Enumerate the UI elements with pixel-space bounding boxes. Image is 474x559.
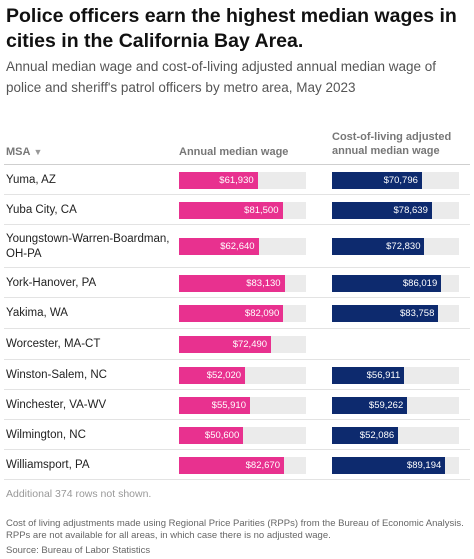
msa-name: Williamsport, PA	[6, 459, 90, 471]
col-bar-track: $56,911	[332, 367, 459, 384]
chart-subtitle: Annual median wage and cost-of-living ad…	[6, 59, 437, 95]
wage-bar-track: $82,670	[179, 457, 306, 474]
column-header-msa-label: MSA	[6, 146, 31, 158]
footnote: Cost of living adjustments made using Re…	[6, 518, 464, 541]
col-bar-track: $78,639	[332, 202, 459, 219]
msa-name: Winchester, VA-WV	[6, 399, 107, 411]
col-bar-track: $86,019	[332, 275, 459, 292]
col-value-label: $83,758	[400, 308, 435, 319]
wage-bar: $62,640	[179, 238, 259, 255]
msa-name: Youngstown-Warren-Boardman, OH-PA	[6, 233, 170, 260]
col-bar-track: $83,758	[332, 305, 459, 322]
wage-bar-track: $50,600	[179, 427, 306, 444]
col-bar: $70,796	[332, 172, 422, 189]
wage-bar-track: $62,640	[179, 238, 306, 255]
table-row: York-Hanover, PA $83,130 $86,019	[4, 268, 470, 298]
wage-bar-track: $55,910	[179, 397, 306, 414]
wage-value-label: $50,600	[204, 430, 240, 441]
rows-not-shown-note: Additional 374 rows not shown.	[6, 488, 152, 500]
table-row: Winchester, VA-WV $55,910 $59,262	[4, 390, 470, 420]
wage-bar: $81,500	[179, 202, 283, 219]
col-value-label: $89,194	[406, 460, 442, 471]
wage-bar-track: $83,130	[179, 275, 306, 292]
wage-bar-track: $61,930	[179, 172, 306, 189]
column-header-wage[interactable]: Annual median wage	[179, 146, 289, 158]
wage-bar-track: $52,020	[179, 367, 306, 384]
col-value-label: $78,639	[393, 205, 428, 216]
chart-title: Police officers earn the highest median …	[6, 5, 457, 52]
msa-name: Wilmington, NC	[6, 429, 86, 441]
wage-value-label: $82,670	[245, 460, 280, 471]
col-value-label: $59,262	[368, 400, 404, 411]
wage-value-label: $61,930	[219, 175, 254, 186]
col-value-label: $52,086	[359, 430, 395, 441]
table-row: Winston-Salem, NC $52,020 $56,911	[4, 360, 470, 390]
wage-bar-track: $72,490	[179, 336, 306, 353]
col-value-label: $56,911	[366, 370, 401, 381]
col-bar-track: $59,262	[332, 397, 459, 414]
wage-bar: $50,600	[179, 427, 244, 444]
table-row: Williamsport, PA $82,670 $89,194	[4, 450, 470, 480]
col-bar: $78,639	[332, 202, 432, 219]
msa-name: York-Hanover, PA	[6, 277, 97, 289]
sort-down-icon[interactable]: ▼	[33, 147, 43, 157]
col-bar-track: $52,086	[332, 427, 459, 444]
column-header-col-adjusted[interactable]: Cost-of-living adjusted annual median wa…	[332, 131, 452, 157]
msa-name: Winston-Salem, NC	[6, 369, 107, 381]
col-bar-track: $70,796	[332, 172, 459, 189]
table-row: Wilmington, NC $50,600 $52,086	[4, 420, 470, 450]
col-bar: $72,830	[332, 238, 425, 255]
wage-value-label: $62,640	[220, 241, 255, 252]
table-row: Yuma, AZ $61,930 $70,796	[4, 165, 470, 195]
col-bar: $52,086	[332, 427, 399, 444]
wage-value-label: $83,130	[246, 278, 281, 289]
msa-name: Worcester, MA-CT	[6, 338, 101, 350]
col-value-label: $72,830	[386, 241, 421, 252]
wage-bar: $55,910	[179, 397, 250, 414]
col-bar-track: $89,194	[332, 457, 459, 474]
wage-bar: $61,930	[179, 172, 258, 189]
table-row: Yuba City, CA $81,500 $78,639	[4, 195, 470, 225]
col-value-label: $70,796	[383, 175, 418, 186]
col-bar: $59,262	[332, 397, 408, 414]
wage-bar-track: $81,500	[179, 202, 306, 219]
table-row: Yakima, WA $82,090 $83,758	[4, 298, 470, 329]
wage-value-label: $52,020	[206, 370, 242, 381]
col-bar: $89,194	[332, 457, 446, 474]
wage-bar: $82,670	[179, 457, 284, 474]
col-bar-track: $72,830	[332, 238, 459, 255]
col-bar: $86,019	[332, 275, 442, 292]
msa-name: Yuma, AZ	[6, 174, 56, 186]
header-divider	[4, 164, 470, 165]
msa-name: Yuba City, CA	[6, 204, 77, 216]
table-row: Youngstown-Warren-Boardman, OH-PA $62,640…	[4, 225, 470, 268]
table-row: Worcester, MA-CT $72,490	[4, 329, 470, 360]
wage-bar: $72,490	[179, 336, 272, 353]
wage-bar: $82,090	[179, 305, 284, 322]
wage-value-label: $81,500	[244, 205, 279, 216]
col-bar: $56,911	[332, 367, 405, 384]
wage-value-label: $82,090	[244, 308, 280, 319]
wage-bar: $52,020	[179, 367, 246, 384]
col-bar: $83,758	[332, 305, 439, 322]
col-value-label: $86,019	[402, 278, 438, 289]
column-header-msa[interactable]: MSA ▼	[6, 145, 42, 159]
wage-value-label: $72,490	[232, 339, 268, 350]
source-note: Source: Bureau of Labor Statistics	[6, 545, 151, 556]
wage-bar-track: $82,090	[179, 305, 306, 322]
msa-name: Yakima, WA	[6, 307, 68, 319]
wage-value-label: $55,910	[211, 400, 246, 411]
wage-bar: $83,130	[179, 275, 285, 292]
